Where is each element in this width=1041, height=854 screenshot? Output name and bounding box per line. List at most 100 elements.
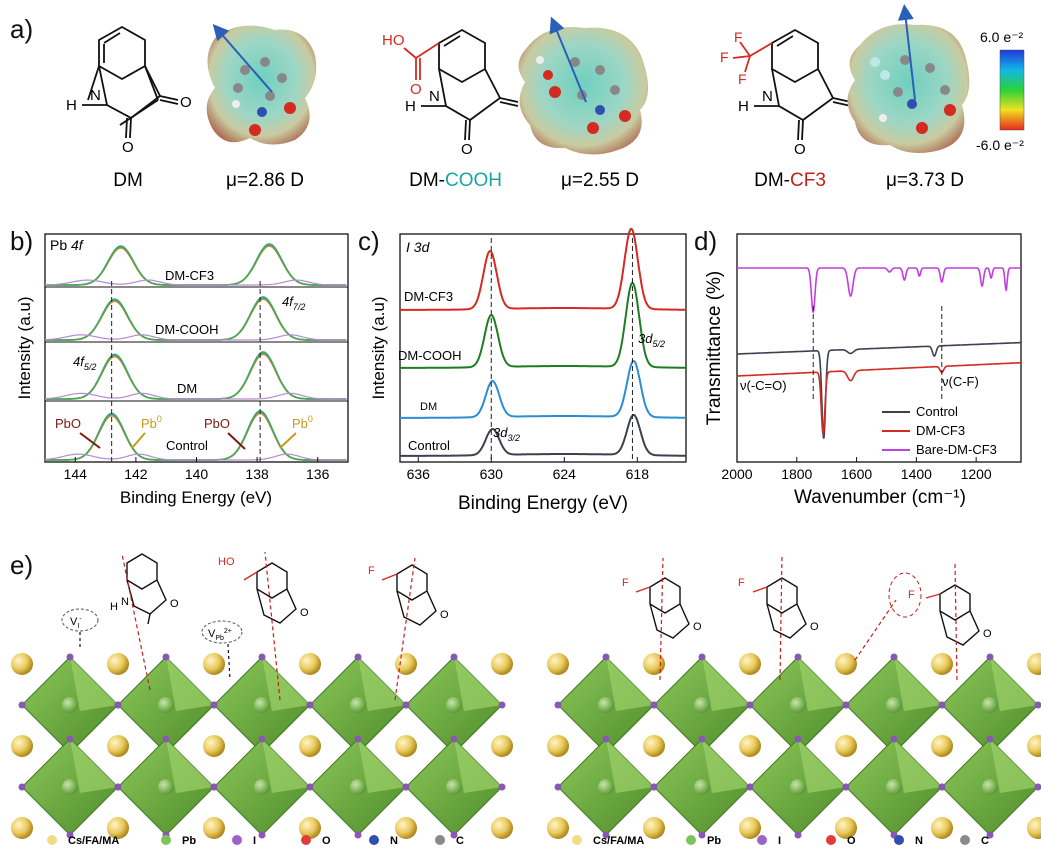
- colorbar-min: -6.0 e⁻²: [976, 137, 1024, 153]
- d-xtick-label-0: 2000: [721, 466, 752, 482]
- panel-d-chart: 2000 1800 1600 1400 1200 ν(-C=O) ν(C-F) Cont…: [704, 233, 1022, 508]
- e-left-molecule-dm: [126, 553, 167, 625]
- e-legend-right-swatch-2: [757, 835, 767, 845]
- e-left-iodide-1-3-2: [354, 831, 362, 839]
- cf3-dipole: μ=3.73 D: [886, 170, 964, 191]
- e-left-iodide-1-1-0: [162, 735, 170, 743]
- e-right-iodide-0-0-3: [554, 701, 562, 709]
- panel-c-chart: 636 630 624 618 I 3d DM-CF3 DM-COOH DM Cont…: [369, 227, 687, 514]
- e-left-pb-0-4: [446, 697, 462, 713]
- d-annot-co: ν(-C=O): [740, 378, 787, 393]
- b-ylabel: Intensity (a.u): [15, 297, 34, 400]
- cooh-dipole: μ=2.55 D: [561, 170, 639, 191]
- b-satellite-dm-cooh: [44, 334, 347, 341]
- d-xlabel: Wavenumber (cm⁻¹): [794, 487, 966, 508]
- c-annot-3d32: 3d3/2: [493, 425, 520, 443]
- cf3-f3: F: [738, 71, 747, 87]
- cooh-name-prefix: DM-: [409, 170, 445, 191]
- d-legend: Control DM-CF3 Bare-DM-CF3: [882, 404, 997, 457]
- e-legend-left-label-5: C: [456, 835, 464, 847]
- c-series-label-dmcf3: DM-CF3: [404, 289, 453, 304]
- e-left-iodide-0-0-0: [66, 653, 74, 661]
- cooh-n: N: [429, 88, 440, 105]
- e-left-pb-0-0: [62, 697, 78, 713]
- e-left-iodide-1-2-3: [210, 783, 218, 791]
- panel-label-b: b): [10, 226, 34, 256]
- e-left-a-site-0-4: [395, 653, 417, 675]
- e-left-iodide-1-0-3: [18, 783, 26, 791]
- e-right-a-site-0-2: [739, 653, 761, 675]
- e-cooh-o: O: [300, 607, 309, 619]
- e-left-iodide-1-3-3: [306, 783, 314, 791]
- c-xtick-label-2: 624: [553, 466, 577, 482]
- c-annot-3d52: 3d5/2: [638, 331, 665, 349]
- e-right-oct-face-0-2: [798, 657, 846, 711]
- e-right-oct-face-0-3: [894, 657, 942, 711]
- dm-cf3-structure: [732, 28, 852, 141]
- cooh-o2: O: [461, 141, 473, 158]
- b-annot-pb0-2: Pb0: [292, 414, 313, 431]
- b-satellite-dm-cf3: [45, 279, 347, 286]
- d-ylabel: Transmittance (%): [704, 271, 725, 426]
- e-left-oct-face-1-2: [262, 739, 310, 793]
- e-right-oct-face-0-0: [606, 657, 654, 711]
- c-curve-dm: [400, 359, 686, 419]
- e-vacancy-vi-label: VI-: [70, 616, 82, 630]
- d-curve-control: [737, 341, 1021, 439]
- e-right-pb-0-0: [598, 697, 614, 713]
- e-legend-left-label-4: N: [390, 835, 398, 847]
- cf3-f2: F: [720, 49, 729, 65]
- c-curve-dm-cooh: [400, 281, 686, 369]
- b-annot-4f72: 4f7/2: [282, 294, 305, 312]
- dm-n: N: [90, 87, 101, 104]
- e-right-oct-face-1-3: [894, 739, 942, 793]
- e-left-iodide-1-2-2: [258, 831, 266, 839]
- c-xtick-label-1: 630: [480, 466, 504, 482]
- e-right-a-site-1-5: [1027, 735, 1041, 757]
- e-left-oct-face-0-1: [166, 657, 214, 711]
- e-right-oct-face-1-4: [990, 739, 1038, 793]
- e-right-iodide-0-4-3: [938, 701, 946, 709]
- b-xtick-label-3: 138: [245, 466, 269, 482]
- dm-h: H: [66, 97, 77, 114]
- e-right-a-site-2-4: [931, 817, 953, 839]
- e-right-iodide-1-1-3: [650, 783, 658, 791]
- e-legend-right-swatch-4: [894, 835, 904, 845]
- e-left-oct-face-0-0: [70, 657, 118, 711]
- e-legend-right: Cs/FA/MA Pb I O N C: [572, 835, 989, 847]
- e-left-oct-face-1-0: [70, 739, 118, 793]
- c-ylabel: Intensity (a.u): [369, 297, 388, 400]
- e-vacancy-vpb: [201, 620, 243, 644]
- e-right-oct-face-0-1: [702, 657, 750, 711]
- e-right-iodide-1-3-3: [842, 783, 850, 791]
- e-left-iodide-0-4-0: [450, 653, 458, 661]
- e-left-iodide-0-1-3: [114, 701, 122, 709]
- b-series-label-dm: DM: [177, 381, 197, 396]
- e-left-a-site-1-2: [203, 735, 225, 757]
- e-legend-right-swatch-5: [960, 835, 970, 845]
- e-left-a-site-1-4: [395, 735, 417, 757]
- b-xtick-label-0: 144: [64, 466, 88, 482]
- e-left-pb-0-2: [254, 697, 270, 713]
- d-xtick-label-1: 1800: [781, 466, 812, 482]
- e-dipole-arrows: [121, 551, 958, 701]
- e-right-iodide-1-1-2: [698, 831, 706, 839]
- e-right-pb-0-4: [982, 697, 998, 713]
- d-annot-cf: ν(C-F): [942, 374, 979, 389]
- e-right-iodide-1-4-0: [986, 735, 994, 743]
- e-left-iodide-1-0-2: [66, 831, 74, 839]
- e-right-iodide-1-4-3: [938, 783, 946, 791]
- e-right-pb-0-2: [790, 697, 806, 713]
- e-r1-o: O: [693, 621, 702, 633]
- e-right-pb-1-0: [598, 779, 614, 795]
- e-legend-right-label-1: Pb: [707, 835, 721, 847]
- e-left-iodide-0-3-3: [306, 701, 314, 709]
- panel-d-frame: [736, 233, 1022, 463]
- cooh-h: H: [405, 98, 416, 115]
- e-legend-left-label-3: O: [322, 835, 331, 847]
- dm-name: DM: [113, 170, 143, 191]
- e-left-pb-1-1: [158, 779, 174, 795]
- b-arrow-pbo-1: [79, 432, 101, 449]
- e-r3-cf3-highlight: [888, 572, 922, 618]
- e-right-iodide-0-3-3: [842, 701, 850, 709]
